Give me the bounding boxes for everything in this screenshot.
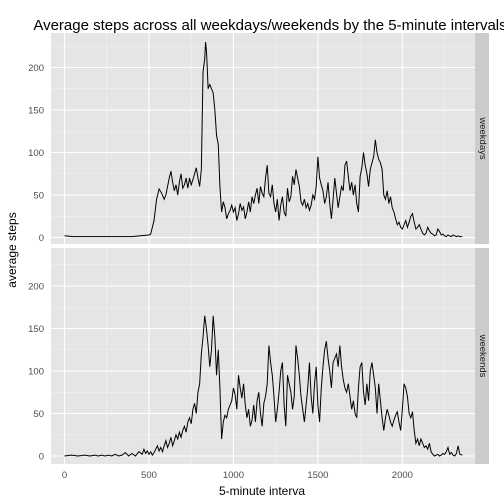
y-tick-label: 50: [33, 191, 44, 202]
x-tick-label: 1500: [307, 470, 328, 481]
series-line-weekdays: [64, 41, 463, 238]
x-tick-labels: 0 500 1000 1500 2000: [62, 470, 413, 481]
panel-weekdays: 0 50 100 150 200 weekdays: [28, 33, 489, 244]
y-tick-label: 50: [33, 409, 44, 420]
y-tick-label: 0: [39, 452, 44, 463]
series-line-weekends: [64, 315, 463, 457]
gridlines-weekends: [51, 248, 475, 464]
y-tick-label: 200: [28, 63, 44, 74]
y-tick-label: 200: [28, 282, 44, 293]
gridlines-weekdays: [51, 33, 475, 244]
y-tick-label: 100: [28, 367, 44, 378]
y-tick-label: 100: [28, 148, 44, 159]
y-tick-label: 150: [28, 324, 44, 335]
y-axis-title: average steps: [5, 212, 19, 287]
x-axis-title: 5-minute interva: [219, 484, 305, 498]
panel-background-weekdays: [51, 33, 475, 244]
strip-background-weekends: [475, 248, 489, 464]
strip-label-weekdays: weekdays: [477, 116, 488, 159]
y-tick-labels-weekends: 0 50 100 150 200: [28, 282, 44, 463]
x-tick-label: 1000: [223, 470, 244, 481]
x-tick-label: 500: [141, 470, 157, 481]
x-tick-label: 0: [62, 470, 67, 481]
strip-background-weekdays: [475, 33, 489, 244]
strip-label-weekends: weekends: [477, 334, 488, 378]
panel-weekends: 0 50 100 150 200 weekends: [28, 248, 489, 464]
y-tick-label: 150: [28, 106, 44, 117]
y-tick-label: 0: [39, 233, 44, 244]
chart-title: Average steps across all weekdays/weeken…: [33, 17, 504, 34]
y-tick-labels-weekdays: 0 50 100 150 200: [28, 63, 44, 244]
panel-background-weekends: [51, 248, 475, 464]
x-tick-label: 2000: [392, 470, 413, 481]
